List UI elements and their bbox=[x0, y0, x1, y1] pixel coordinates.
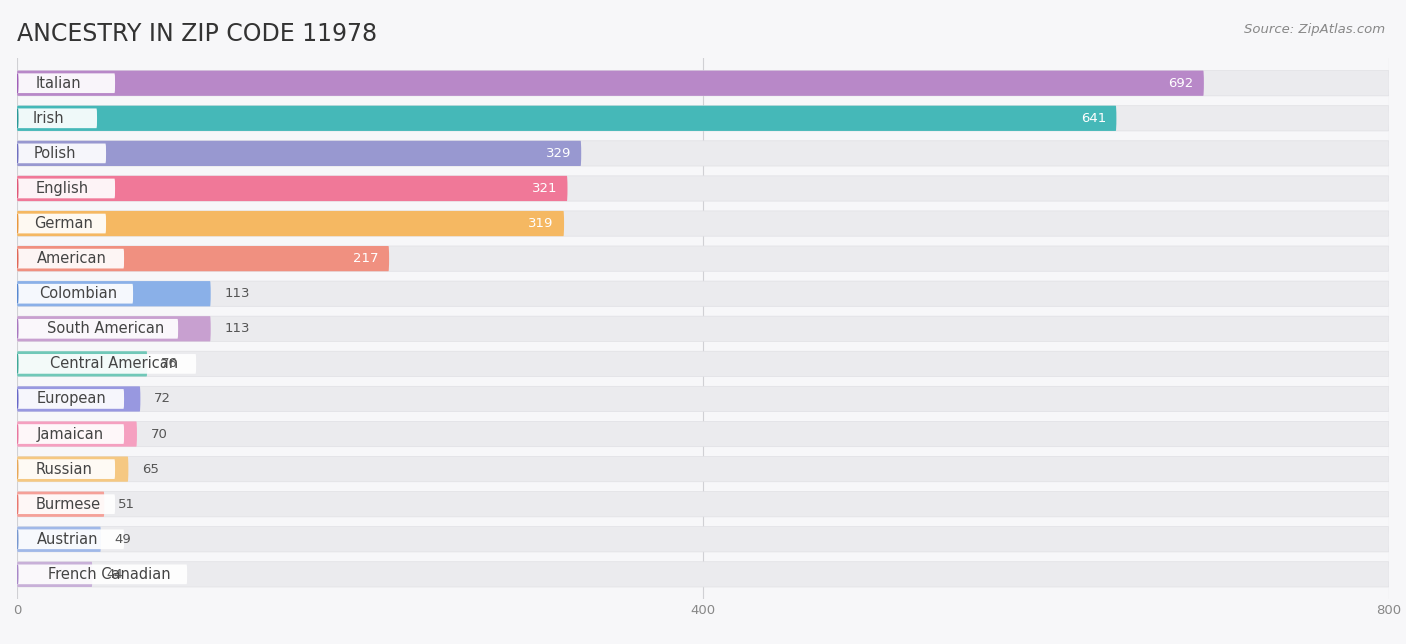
Text: 65: 65 bbox=[142, 462, 159, 476]
Text: American: American bbox=[37, 251, 107, 266]
FancyBboxPatch shape bbox=[17, 73, 115, 93]
Text: Central American: Central American bbox=[51, 356, 179, 372]
Text: Burmese: Burmese bbox=[35, 497, 101, 512]
FancyBboxPatch shape bbox=[17, 459, 115, 479]
FancyBboxPatch shape bbox=[17, 354, 197, 374]
FancyBboxPatch shape bbox=[17, 351, 148, 377]
Text: European: European bbox=[37, 392, 107, 406]
Text: Colombian: Colombian bbox=[39, 286, 117, 301]
FancyBboxPatch shape bbox=[17, 495, 115, 514]
FancyBboxPatch shape bbox=[17, 457, 128, 482]
FancyBboxPatch shape bbox=[17, 457, 1389, 482]
Text: 217: 217 bbox=[353, 252, 378, 265]
FancyBboxPatch shape bbox=[17, 386, 1389, 412]
Text: Russian: Russian bbox=[35, 462, 93, 477]
FancyBboxPatch shape bbox=[17, 108, 97, 128]
Text: 692: 692 bbox=[1168, 77, 1194, 90]
FancyBboxPatch shape bbox=[17, 491, 1389, 517]
Text: 49: 49 bbox=[115, 533, 131, 545]
Text: Jamaican: Jamaican bbox=[37, 426, 104, 442]
Text: Polish: Polish bbox=[34, 146, 76, 161]
Text: German: German bbox=[34, 216, 93, 231]
Text: 70: 70 bbox=[150, 428, 167, 440]
Text: Irish: Irish bbox=[32, 111, 63, 126]
Text: 113: 113 bbox=[225, 322, 250, 336]
Text: Austrian: Austrian bbox=[37, 532, 98, 547]
Text: South American: South American bbox=[46, 321, 165, 336]
FancyBboxPatch shape bbox=[17, 565, 187, 584]
FancyBboxPatch shape bbox=[17, 211, 1389, 236]
FancyBboxPatch shape bbox=[17, 141, 581, 166]
Text: English: English bbox=[35, 181, 89, 196]
FancyBboxPatch shape bbox=[17, 71, 1389, 96]
FancyBboxPatch shape bbox=[17, 562, 93, 587]
FancyBboxPatch shape bbox=[17, 527, 101, 552]
FancyBboxPatch shape bbox=[17, 281, 211, 307]
FancyBboxPatch shape bbox=[17, 562, 1389, 587]
FancyBboxPatch shape bbox=[17, 316, 211, 341]
FancyBboxPatch shape bbox=[17, 214, 105, 233]
FancyBboxPatch shape bbox=[17, 246, 1389, 271]
FancyBboxPatch shape bbox=[17, 246, 389, 271]
FancyBboxPatch shape bbox=[17, 176, 1389, 201]
Text: 321: 321 bbox=[531, 182, 557, 195]
FancyBboxPatch shape bbox=[17, 527, 1389, 552]
FancyBboxPatch shape bbox=[17, 211, 564, 236]
FancyBboxPatch shape bbox=[17, 386, 141, 412]
Text: 319: 319 bbox=[529, 217, 554, 230]
Text: French Canadian: French Canadian bbox=[48, 567, 172, 582]
Text: ANCESTRY IN ZIP CODE 11978: ANCESTRY IN ZIP CODE 11978 bbox=[17, 23, 377, 46]
FancyBboxPatch shape bbox=[17, 178, 115, 198]
FancyBboxPatch shape bbox=[17, 176, 568, 201]
Text: 51: 51 bbox=[118, 498, 135, 511]
FancyBboxPatch shape bbox=[17, 319, 179, 339]
Text: 76: 76 bbox=[160, 357, 177, 370]
FancyBboxPatch shape bbox=[17, 316, 1389, 341]
FancyBboxPatch shape bbox=[17, 421, 136, 447]
FancyBboxPatch shape bbox=[17, 421, 1389, 447]
FancyBboxPatch shape bbox=[17, 106, 1389, 131]
FancyBboxPatch shape bbox=[17, 249, 124, 269]
FancyBboxPatch shape bbox=[17, 491, 104, 517]
FancyBboxPatch shape bbox=[17, 351, 1389, 377]
FancyBboxPatch shape bbox=[17, 106, 1116, 131]
Text: Italian: Italian bbox=[35, 76, 82, 91]
Text: 329: 329 bbox=[546, 147, 571, 160]
FancyBboxPatch shape bbox=[17, 529, 124, 549]
FancyBboxPatch shape bbox=[17, 389, 124, 409]
FancyBboxPatch shape bbox=[17, 144, 105, 163]
FancyBboxPatch shape bbox=[17, 281, 1389, 307]
FancyBboxPatch shape bbox=[17, 284, 134, 303]
Text: Source: ZipAtlas.com: Source: ZipAtlas.com bbox=[1244, 23, 1385, 35]
FancyBboxPatch shape bbox=[17, 71, 1204, 96]
Text: 72: 72 bbox=[155, 392, 172, 406]
FancyBboxPatch shape bbox=[17, 141, 1389, 166]
FancyBboxPatch shape bbox=[17, 424, 124, 444]
Text: 44: 44 bbox=[105, 568, 122, 581]
Text: 641: 641 bbox=[1081, 112, 1107, 125]
Text: 113: 113 bbox=[225, 287, 250, 300]
